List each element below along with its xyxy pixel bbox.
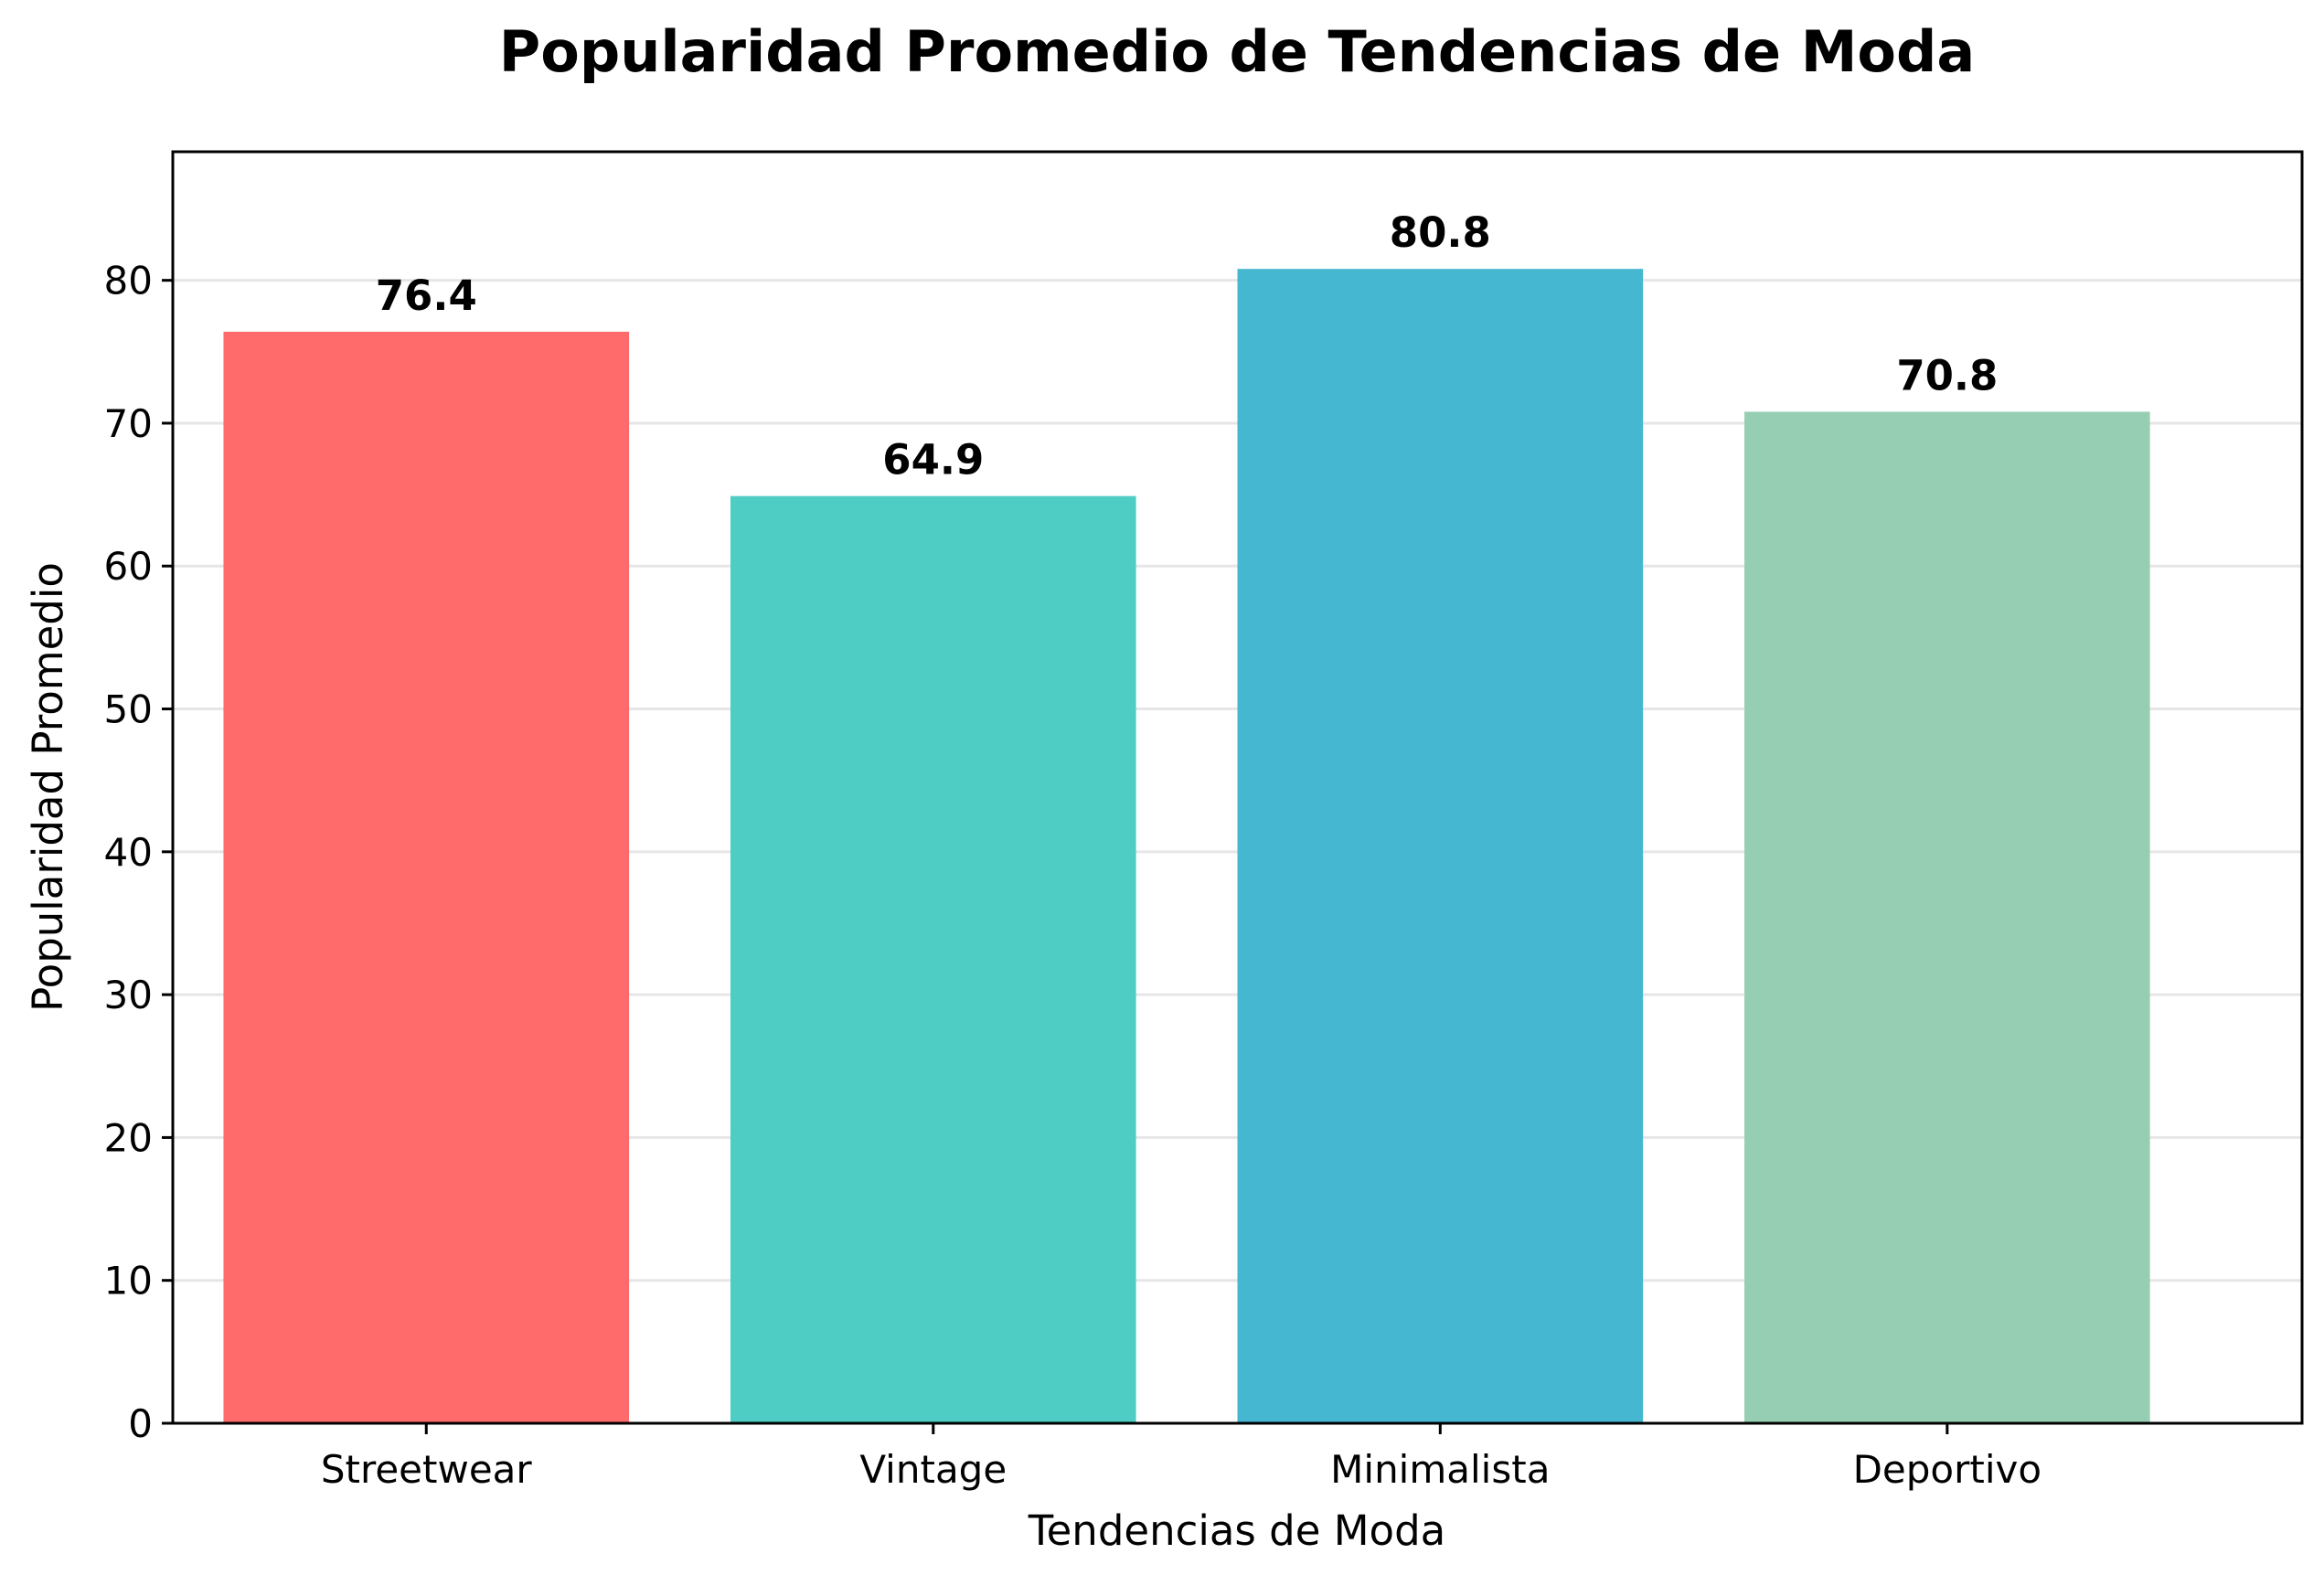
y-axis: 0 10 20 30 40 50 60 70 80 xyxy=(104,259,173,1446)
plot-frame xyxy=(171,150,2304,1425)
y-tick-label: 30 xyxy=(104,973,153,1017)
bar-minimalista xyxy=(1237,269,1644,1423)
x-axis: Streetwear Vintage Minimalista Deportivo xyxy=(321,1423,2041,1492)
bars xyxy=(223,269,2150,1424)
chart-title: Popularidad Promedio de Tendencias de Mo… xyxy=(499,18,1975,85)
y-tick-label: 60 xyxy=(104,544,153,589)
y-tick-label: 20 xyxy=(104,1115,153,1160)
bar-streetwear xyxy=(223,331,630,1423)
y-tick-label: 0 xyxy=(128,1401,153,1446)
x-tick-label: Deportivo xyxy=(1853,1447,2042,1492)
data-label: 70.8 xyxy=(1896,351,1998,399)
x-tick-label: Minimalista xyxy=(1330,1447,1550,1492)
x-tick-label: Vintage xyxy=(859,1447,1007,1492)
y-tick-label: 40 xyxy=(104,830,153,875)
data-label: 76.4 xyxy=(376,271,477,320)
bar-deportivo xyxy=(1744,411,2150,1424)
x-tick-label: Streetwear xyxy=(321,1447,533,1492)
data-labels: 76.4 64.9 80.8 70.8 xyxy=(376,208,1999,484)
data-label: 80.8 xyxy=(1390,208,1491,257)
y-tick-label: 80 xyxy=(104,259,153,303)
data-label: 64.9 xyxy=(882,436,984,484)
y-tick-label: 50 xyxy=(104,687,153,732)
bar-vintage xyxy=(730,495,1136,1423)
x-axis-label: Tendencias de Moda xyxy=(1028,1506,1445,1555)
y-tick-label: 10 xyxy=(104,1259,153,1304)
y-axis-label: Popularidad Promedio xyxy=(24,562,72,1012)
y-tick-label: 70 xyxy=(104,401,153,446)
